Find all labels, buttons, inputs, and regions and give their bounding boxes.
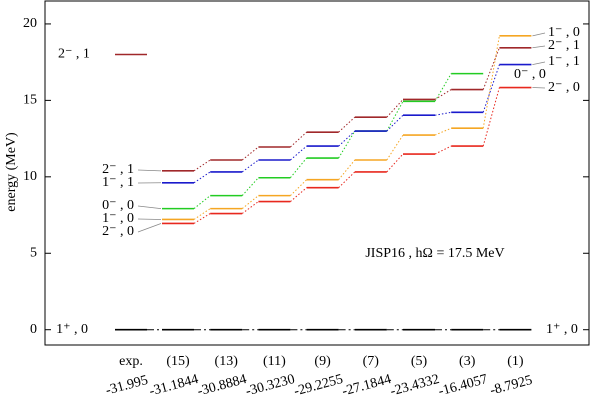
leader-line [532,61,546,65]
connector [338,159,356,181]
level-label: 1⁻ , 0 [102,211,134,226]
level-label: 0⁻ , 0 [102,198,134,213]
column-sublabel: -30.3230 [244,372,296,399]
connector [193,213,211,224]
connector [193,171,211,184]
column-sublabel: -31.1844 [148,372,200,399]
connector [434,73,452,102]
y-tick-label: 5 [30,245,37,260]
column-label: exp. [119,354,143,369]
column-sublabel: -23.4332 [389,372,441,399]
y-tick-label: 0 [30,322,37,337]
level-label: 1⁻ , 0 [548,25,580,40]
annotation: JISP16 , hΩ = 17.5 MeV [365,246,504,261]
column-sublabel: -8.7925 [489,373,535,399]
level-label: 2⁻ , 1 [548,38,580,53]
connector [241,195,259,210]
level-label: 1⁺ , 0 [56,322,88,337]
y-tick-label: 20 [23,16,37,31]
y-tick-label: 10 [23,169,37,184]
connector [482,47,500,90]
level-label: 2⁻ , 0 [102,224,134,239]
connector [290,145,307,161]
leader-line [137,223,162,233]
connector [386,99,404,118]
leader-line [137,205,162,210]
leader-line [137,169,162,172]
connector [482,35,500,129]
level-label: 1⁻ , 1 [548,54,580,69]
level-label: 1⁺ , 0 [546,322,578,337]
connector [338,130,356,147]
level-label: 2⁻ , 0 [548,80,580,95]
level-label: 0⁻ , 0 [514,67,546,82]
connector [338,116,356,133]
column-label: (7) [363,354,380,369]
level-label: 2⁻ , 1 [102,162,134,177]
connector [338,130,356,159]
connector [434,111,452,116]
y-tick-label: 15 [23,93,37,108]
connector [241,146,259,161]
connector [193,195,211,210]
connector [434,127,452,136]
leader-line [532,45,546,49]
column-label: (9) [314,354,331,369]
column-label: (1) [507,354,524,369]
connector [386,134,404,161]
connector [193,208,211,220]
connector [241,201,259,214]
plot-frame [44,0,590,346]
column-label: (3) [459,354,476,369]
column-sublabel: -27.1844 [341,372,393,399]
connector [193,159,211,172]
column-label: (13) [215,354,239,369]
connector [482,64,500,113]
level-label: 1⁻ , 1 [102,175,134,190]
connector [290,179,307,196]
y-axis-label: energy (MeV) [4,132,19,212]
connector [241,177,259,196]
connector [338,171,356,189]
column-sublabel: -31.995 [104,373,150,399]
column-sublabel: -29.2255 [292,372,344,399]
connector [434,145,452,155]
connector [241,159,259,173]
connector [290,187,307,202]
connector [290,131,307,148]
column-label: (11) [263,354,286,369]
connector [386,153,404,173]
connector [386,114,404,132]
connector [386,101,404,132]
column-sublabel: -16.4057 [437,372,489,399]
column-label: (5) [411,354,428,369]
connector [290,157,307,179]
leader-line [532,32,546,37]
level-label: 2⁻ , 1 [58,47,90,62]
column-label: (15) [166,354,190,369]
column-sublabel: -30.8884 [196,372,248,399]
